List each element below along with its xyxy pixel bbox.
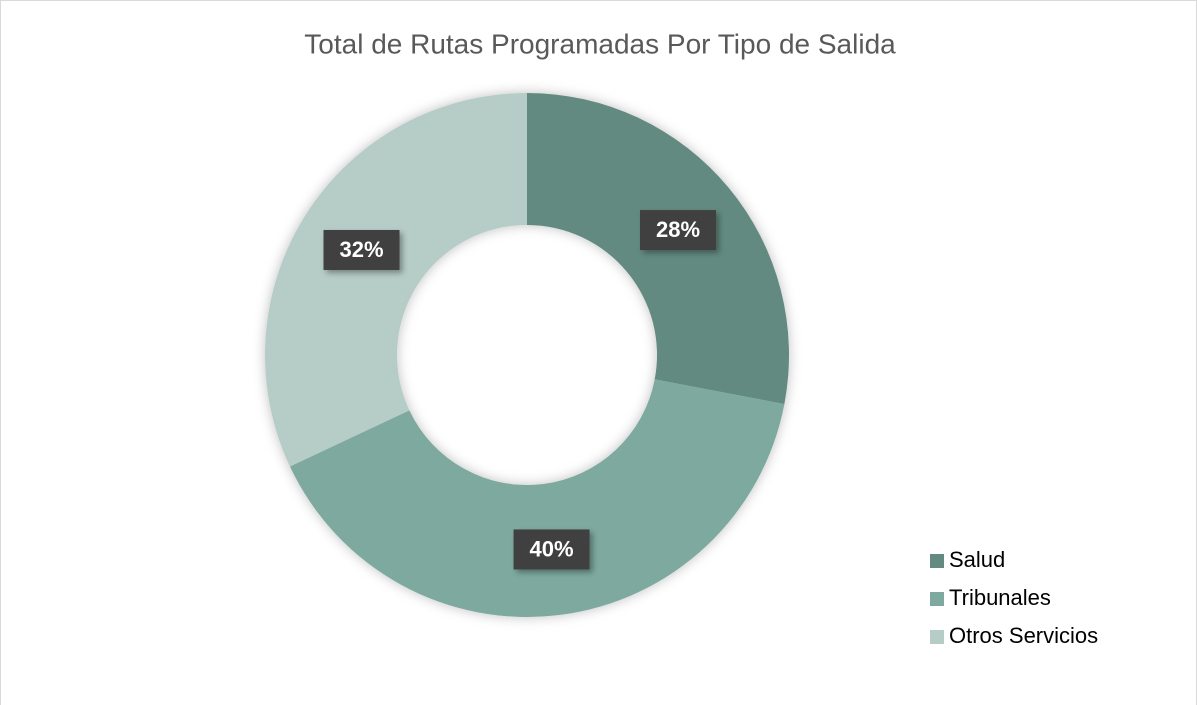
legend-label: Otros Servicios bbox=[949, 623, 1098, 648]
data-label-box bbox=[323, 229, 400, 270]
data-label-box bbox=[640, 210, 717, 251]
legend-swatch bbox=[930, 554, 944, 568]
data-label: 28% bbox=[656, 217, 700, 242]
data-label: 32% bbox=[339, 237, 383, 262]
legend-swatch bbox=[930, 592, 944, 606]
chart-title: Total de Rutas Programadas Por Tipo de S… bbox=[304, 28, 896, 59]
legend-label: Salud bbox=[949, 547, 1005, 572]
donut-slice bbox=[265, 93, 527, 467]
legend-label: Tribunales bbox=[949, 585, 1051, 610]
donut-slice bbox=[289, 379, 785, 617]
data-label-box bbox=[513, 529, 590, 570]
data-label: 40% bbox=[530, 536, 574, 561]
legend-swatch bbox=[930, 630, 944, 644]
